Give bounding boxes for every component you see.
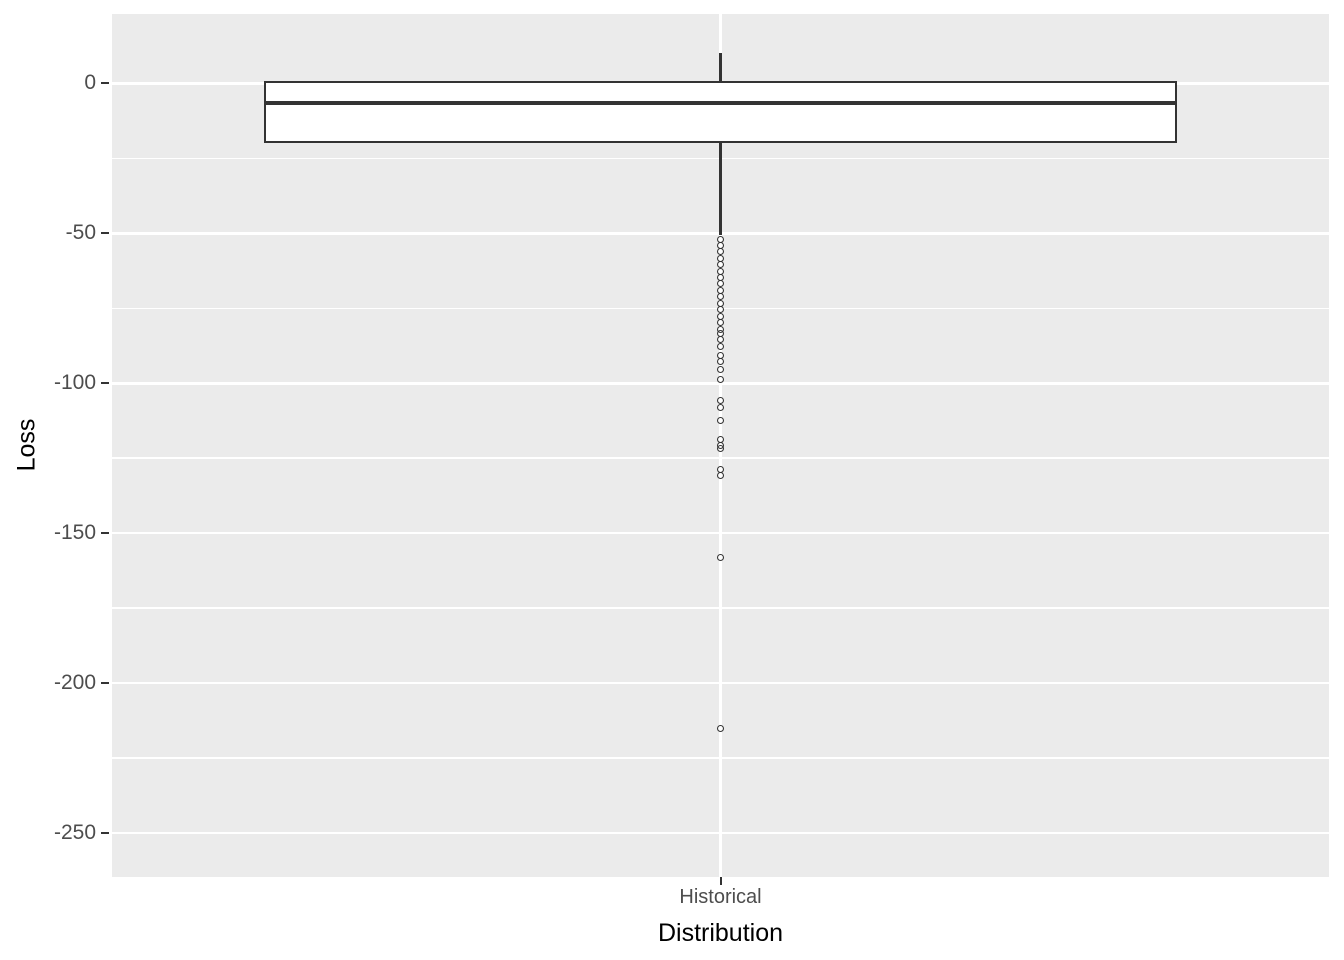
outlier-point: [717, 358, 724, 366]
box-rect: [264, 80, 1177, 144]
outlier-point: [717, 241, 724, 249]
outlier-point: [717, 417, 724, 425]
y-tick-label: -100: [53, 371, 96, 395]
outlier-point: [717, 319, 724, 327]
outlier-point: [717, 724, 724, 732]
outlier-point: [717, 403, 724, 411]
outlier-point: [717, 465, 724, 473]
x-tick-mark: [719, 877, 722, 885]
y-tick-label: -250: [53, 821, 96, 845]
outlier-point: [717, 397, 724, 405]
y-tick-mark: [101, 232, 109, 235]
y-tick-mark: [101, 682, 109, 685]
outlier-point: [717, 342, 724, 350]
y-tick-label: -50: [65, 221, 96, 245]
y-tick-label: 0: [84, 71, 96, 95]
outlier-point: [717, 445, 724, 453]
y-tick-mark: [101, 382, 109, 385]
outlier-point: [717, 254, 724, 262]
outlier-point: [717, 554, 724, 562]
outlier-point: [717, 335, 724, 343]
outlier-point: [717, 472, 724, 480]
outlier-point: [717, 293, 724, 301]
x-tick-label-historical: Historical: [679, 886, 762, 908]
outlier-point: [717, 375, 724, 383]
x-axis-title: Distribution: [657, 919, 784, 947]
y-tick-label: -150: [53, 521, 96, 545]
outlier-point: [717, 365, 724, 373]
y-tick-mark: [101, 832, 109, 835]
median-line: [266, 101, 1175, 106]
y-tick-mark: [101, 82, 109, 85]
y-axis-title: Loss: [12, 418, 41, 472]
outlier-point: [717, 267, 724, 275]
upper-whisker: [719, 53, 722, 82]
outlier-point: [717, 306, 724, 314]
y-tick-label: -200: [53, 671, 96, 695]
y-tick-mark: [101, 532, 109, 535]
lower-whisker: [719, 142, 722, 235]
outlier-point: [717, 280, 724, 288]
outlier-point: [717, 351, 724, 359]
